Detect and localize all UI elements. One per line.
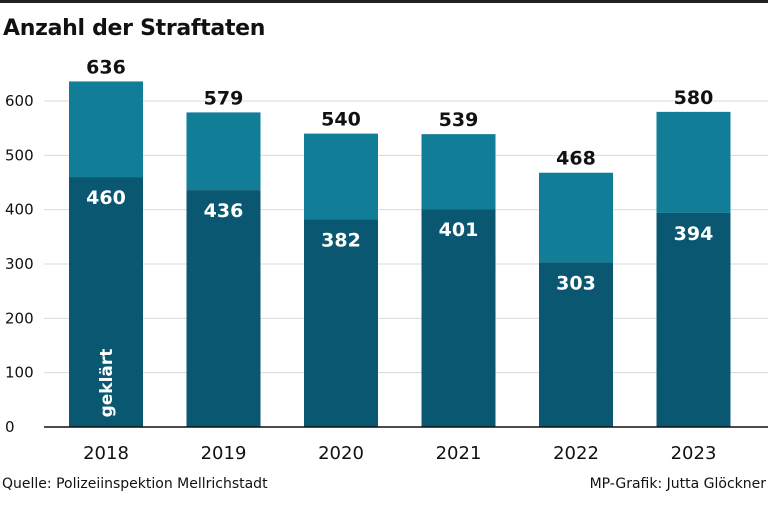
bar-total-2023 xyxy=(656,111,731,213)
cleared-label-2018: 460 xyxy=(86,187,126,209)
bar-total-2018 xyxy=(69,81,143,178)
cleared-label-2020: 382 xyxy=(321,229,361,251)
bar-total-2020 xyxy=(304,133,378,220)
bar-chart: 0 100 200 300 400 500 600 636 460 2018 579 436 2019 5… xyxy=(5,56,768,464)
cleared-label-2019: 436 xyxy=(204,200,244,222)
bar-cleared-2022 xyxy=(539,262,613,427)
cleared-label-2021: 401 xyxy=(439,219,479,241)
y-tick-label-400: 400 xyxy=(5,201,34,219)
total-label-2020: 540 xyxy=(321,109,361,131)
bar-cleared-2018 xyxy=(69,177,143,427)
y-tick-label-500: 500 xyxy=(5,146,34,164)
chart-title: Anzahl der Straftaten xyxy=(3,16,266,41)
credit-note: MP-Grafik: Jutta Glöckner xyxy=(589,476,766,492)
total-label-2021: 539 xyxy=(439,109,479,131)
bar-cleared-2023 xyxy=(656,212,731,427)
cleared-label-2023: 394 xyxy=(674,223,714,245)
total-label-2018: 636 xyxy=(86,56,126,78)
y-tick-label-600: 600 xyxy=(5,92,34,110)
y-tick-label-200: 200 xyxy=(5,309,34,327)
bar-cleared-2020 xyxy=(304,219,378,427)
y-tick-label-100: 100 xyxy=(5,364,34,382)
bar-total-2019 xyxy=(186,112,261,191)
total-label-2019: 579 xyxy=(204,87,244,109)
x-tick-label-2021: 2021 xyxy=(436,443,482,464)
x-tick-label-2019: 2019 xyxy=(201,443,247,464)
x-tick-label-2018: 2018 xyxy=(83,443,129,464)
cleared-label-2022: 303 xyxy=(556,272,596,294)
x-tick-label-2023: 2023 xyxy=(671,443,717,464)
top-rule xyxy=(0,0,768,3)
bar-total-2022 xyxy=(539,172,613,263)
bar-cleared-2021 xyxy=(421,209,496,427)
source-note: Quelle: Polizeiinspektion Mellrichstadt xyxy=(2,476,268,492)
x-tick-label-2020: 2020 xyxy=(318,443,364,464)
y-tick-label-0: 0 xyxy=(5,418,15,436)
y-tick-label-300: 300 xyxy=(5,255,34,273)
x-tick-label-2022: 2022 xyxy=(553,443,599,464)
bar-total-2021 xyxy=(421,134,496,210)
total-label-2022: 468 xyxy=(556,148,596,170)
total-label-2023: 580 xyxy=(674,87,714,109)
series-label-cleared: geklärt xyxy=(97,349,117,418)
bar-cleared-2019 xyxy=(186,190,261,427)
